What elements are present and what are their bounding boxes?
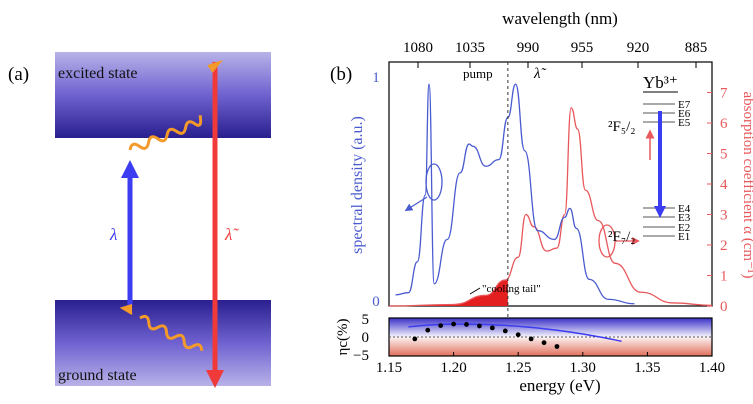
level-label: E7	[678, 99, 691, 111]
eta-point	[515, 332, 521, 338]
phonon-wave-lower-head	[119, 304, 133, 315]
phonon-wave-upper	[128, 114, 203, 151]
pump-label: pump	[463, 66, 493, 81]
top-tick-label: 885	[685, 40, 708, 56]
left-tick-label: 1	[372, 70, 380, 86]
bottom-axis: 1.15 1.20 1.25 1.30 1.35 1.40	[376, 352, 725, 376]
bottom-tick-label: 1.40	[699, 360, 725, 376]
right-axis-title: absorption coefficient α (cm⁻¹)	[740, 91, 753, 278]
top-tick-label: 955	[571, 40, 594, 56]
absorption-line	[388, 107, 713, 307]
yb-title: Yb³⁺	[643, 73, 678, 92]
eta-point	[502, 328, 508, 334]
top-tick-label: 1080	[403, 40, 433, 56]
bottom-tick-label: 1.30	[570, 360, 596, 376]
left-tick-label: 0	[372, 294, 380, 310]
spectral-axis-pointer	[404, 196, 428, 212]
eta-point	[477, 323, 482, 329]
panel-b-label: (b)	[330, 64, 352, 85]
spectral-density-line	[395, 83, 635, 305]
right-tick-label: 6	[720, 116, 728, 132]
eta-tick-label: 5	[362, 312, 370, 328]
cooling-tail-pointer	[469, 287, 481, 295]
spectra-plot	[388, 83, 713, 307]
ground-state-label: ground state	[58, 367, 137, 384]
eta-axis-title: ηc(%)	[335, 319, 351, 356]
bottom-axis-title: energy (eV)	[519, 376, 600, 395]
excited-state-label: excited state	[58, 65, 138, 82]
lambda-label: λ	[109, 225, 117, 244]
eta-point	[528, 336, 534, 342]
top-tick-label: 990	[517, 40, 540, 56]
bottom-tick-label: 1.20	[440, 360, 466, 376]
panel-a-label: (a)	[8, 64, 29, 85]
eta-point	[554, 344, 560, 349]
level-label: E2	[678, 222, 690, 234]
eta-point	[425, 327, 431, 333]
eta-point	[489, 325, 495, 331]
right-tick-label: 4	[720, 177, 728, 193]
right-tick-label: 0	[720, 299, 728, 315]
right-tick-label: 1	[720, 269, 728, 285]
bottom-tick-label: 1.35	[634, 360, 660, 376]
lambda-tilde-label: λ̃	[224, 225, 239, 244]
level-label: E6	[678, 108, 691, 120]
left-axis-title: spectral density (a.u.)	[349, 116, 366, 254]
right-tick-label: 7	[720, 86, 728, 102]
level-label: E4	[678, 203, 691, 215]
top-axis-title: wavelength (nm)	[502, 9, 618, 28]
main-plot-frame	[388, 61, 713, 307]
eta-point	[464, 322, 469, 327]
right-tick-label: 5	[720, 147, 728, 163]
cooling-tail-label: "cooling tail"	[482, 283, 541, 295]
spectral-series-marker	[425, 163, 443, 201]
top-axis: 1080 1035 990 955 920 885	[403, 40, 707, 68]
absorption-arrowhead	[121, 160, 139, 178]
lambda-tilde-plot-label: λ̃	[533, 66, 546, 82]
top-tick-label: 1035	[455, 40, 485, 56]
eta-curve	[408, 321, 622, 349]
top-tick-label: 920	[627, 40, 650, 56]
excited-state-band	[55, 52, 271, 138]
phonon-wave-upper-head	[207, 59, 223, 73]
right-axis: 0 1 2 3 4 5 6 7	[707, 86, 728, 315]
eta-tick-label: −5	[353, 348, 369, 364]
bottom-tick-label: 1.15	[376, 360, 402, 376]
phonon-wave-lower	[139, 314, 204, 352]
eta-point	[438, 323, 444, 328]
level-label: E1	[678, 231, 690, 243]
eta-fit-line	[408, 323, 622, 343]
bottom-tick-label: 1.25	[505, 360, 531, 376]
f72-label: ²F₇/₂	[608, 229, 635, 245]
eta-point	[541, 340, 547, 346]
emission-arrowhead	[206, 370, 224, 388]
f52-label: ²F₅/₂	[608, 119, 635, 135]
eta-point	[451, 321, 456, 327]
right-tick-label: 2	[720, 238, 728, 254]
level-label: E5	[678, 117, 691, 129]
eta-point	[412, 336, 418, 342]
right-tick-label: 3	[720, 208, 728, 224]
ground-state-band	[55, 300, 271, 386]
cooling-tail-area	[389, 278, 508, 306]
eta-tick-label: 0	[362, 330, 370, 346]
level-label: E3	[678, 212, 691, 224]
